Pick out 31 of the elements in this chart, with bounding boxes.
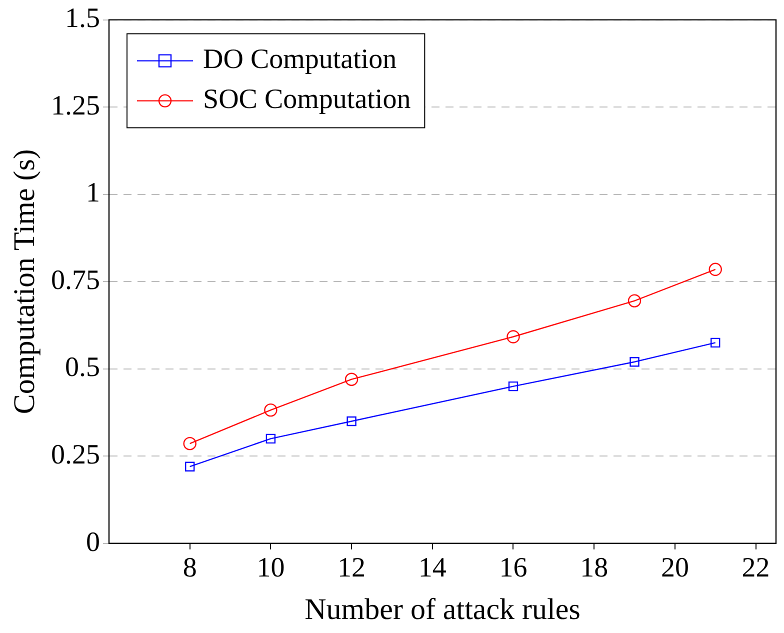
point [628, 294, 642, 308]
legend-label: SOC Computation [203, 84, 411, 116]
x-axis-title: Number of attack rules [304, 592, 580, 626]
point [183, 436, 196, 450]
x-tick-label: 12 [338, 552, 366, 584]
x-tick-label: 8 [182, 552, 197, 584]
x-tick-label: 14 [418, 552, 446, 584]
point [630, 357, 640, 367]
point [508, 381, 518, 392]
point [266, 434, 276, 444]
y-tick-label: 0.75 [51, 264, 100, 296]
point [346, 416, 356, 426]
point [264, 403, 278, 417]
point [710, 338, 720, 348]
point [185, 462, 195, 472]
y-tick-label: 0.25 [51, 439, 100, 470]
x-tick-label: 16 [499, 552, 528, 584]
x-tick-label: 20 [660, 552, 689, 584]
y-tick-label: 1 [86, 178, 100, 209]
point [506, 330, 520, 344]
y-tick-label: 1.25 [51, 90, 100, 122]
x-tick-label: 22 [742, 552, 770, 584]
y-tick-label: 1.5 [65, 3, 100, 34]
x-tick-label: 18 [580, 552, 608, 584]
point [344, 372, 358, 386]
y-tick-label: 0 [86, 526, 100, 558]
y-axis-title: Computation Time (s) [8, 149, 41, 414]
x-tick-label: 10 [256, 552, 285, 584]
y-tick-label: 0.5 [65, 352, 100, 384]
legend-label: DO Computation [203, 44, 397, 76]
point [708, 262, 722, 276]
